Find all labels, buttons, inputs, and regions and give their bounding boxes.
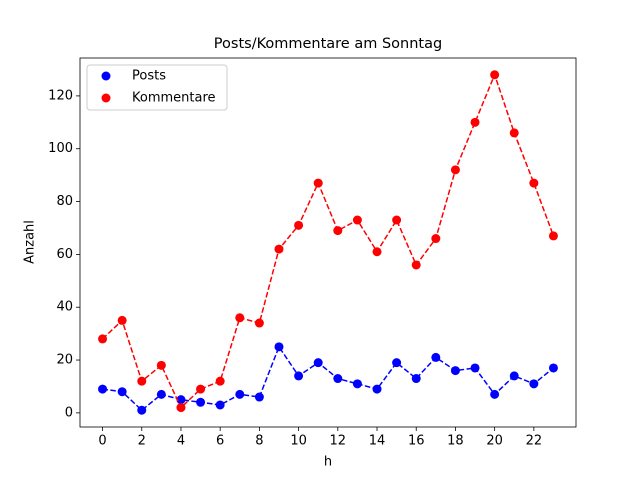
data-point <box>176 403 186 413</box>
plot-frame <box>79 57 577 428</box>
x-tick-label: 14 <box>369 434 386 449</box>
data-point <box>470 117 480 127</box>
data-point <box>294 371 304 381</box>
x-tick-label: 20 <box>486 434 503 449</box>
data-point <box>294 220 304 230</box>
data-point <box>254 318 264 328</box>
data-point <box>411 260 421 270</box>
legend-label: Posts <box>132 69 166 84</box>
legend-marker <box>101 71 111 81</box>
data-point <box>450 366 460 376</box>
legend-marker <box>101 93 111 103</box>
data-point <box>137 405 147 415</box>
x-tick-label: 12 <box>330 434 347 449</box>
data-point <box>156 389 166 399</box>
data-point <box>117 387 127 397</box>
data-point <box>431 352 441 362</box>
data-point <box>196 384 206 394</box>
data-point <box>235 389 245 399</box>
y-tick-label: 40 <box>56 300 73 315</box>
data-point <box>98 384 108 394</box>
data-point <box>470 363 480 373</box>
x-tick-label: 10 <box>290 434 307 449</box>
data-point <box>215 400 225 410</box>
data-point <box>490 70 500 80</box>
data-point <box>548 363 558 373</box>
data-point <box>215 376 225 386</box>
data-point <box>313 178 323 188</box>
x-tick-label: 16 <box>408 434 425 449</box>
data-point <box>137 376 147 386</box>
data-point <box>196 397 206 407</box>
y-tick-label: 60 <box>56 247 73 262</box>
data-point <box>372 247 382 257</box>
legend-box <box>86 64 228 111</box>
data-point <box>156 360 166 370</box>
y-axis-label: Anzahl <box>23 220 38 264</box>
chart-title: Posts/Kommentare am Sonntag <box>214 36 442 52</box>
data-point <box>352 379 362 389</box>
data-point <box>490 389 500 399</box>
data-point <box>333 226 343 236</box>
data-point <box>509 371 519 381</box>
legend-label: Kommentare <box>132 91 216 106</box>
series-line <box>102 72 555 409</box>
y-tick-label: 100 <box>48 141 73 156</box>
data-point <box>392 215 402 225</box>
x-tick-label: 8 <box>255 434 263 449</box>
data-point <box>235 313 245 323</box>
y-tick-label: 120 <box>48 88 73 103</box>
data-point <box>274 342 284 352</box>
x-tick-label: 18 <box>447 434 464 449</box>
data-point <box>333 374 343 384</box>
data-point <box>372 384 382 394</box>
x-tick-label: 4 <box>177 434 185 449</box>
data-point <box>392 358 402 368</box>
data-point <box>176 395 186 405</box>
data-point <box>411 374 421 384</box>
x-tick-label: 0 <box>98 434 106 449</box>
y-tick-label: 20 <box>56 353 73 368</box>
data-point <box>254 392 264 402</box>
y-tick-label: 0 <box>65 405 73 420</box>
x-tick-label: 6 <box>216 434 224 449</box>
data-point <box>529 379 539 389</box>
y-tick-label: 80 <box>56 194 73 209</box>
data-point <box>313 358 323 368</box>
data-point <box>117 315 127 325</box>
data-point <box>98 334 108 344</box>
x-tick-label: 2 <box>138 434 146 449</box>
data-point <box>431 234 441 244</box>
data-point <box>529 178 539 188</box>
data-point <box>352 215 362 225</box>
data-point <box>548 231 558 241</box>
data-point <box>274 244 284 254</box>
x-axis-label: h <box>324 455 332 470</box>
data-point <box>509 128 519 138</box>
data-point <box>450 165 460 175</box>
x-tick-label: 22 <box>526 434 543 449</box>
